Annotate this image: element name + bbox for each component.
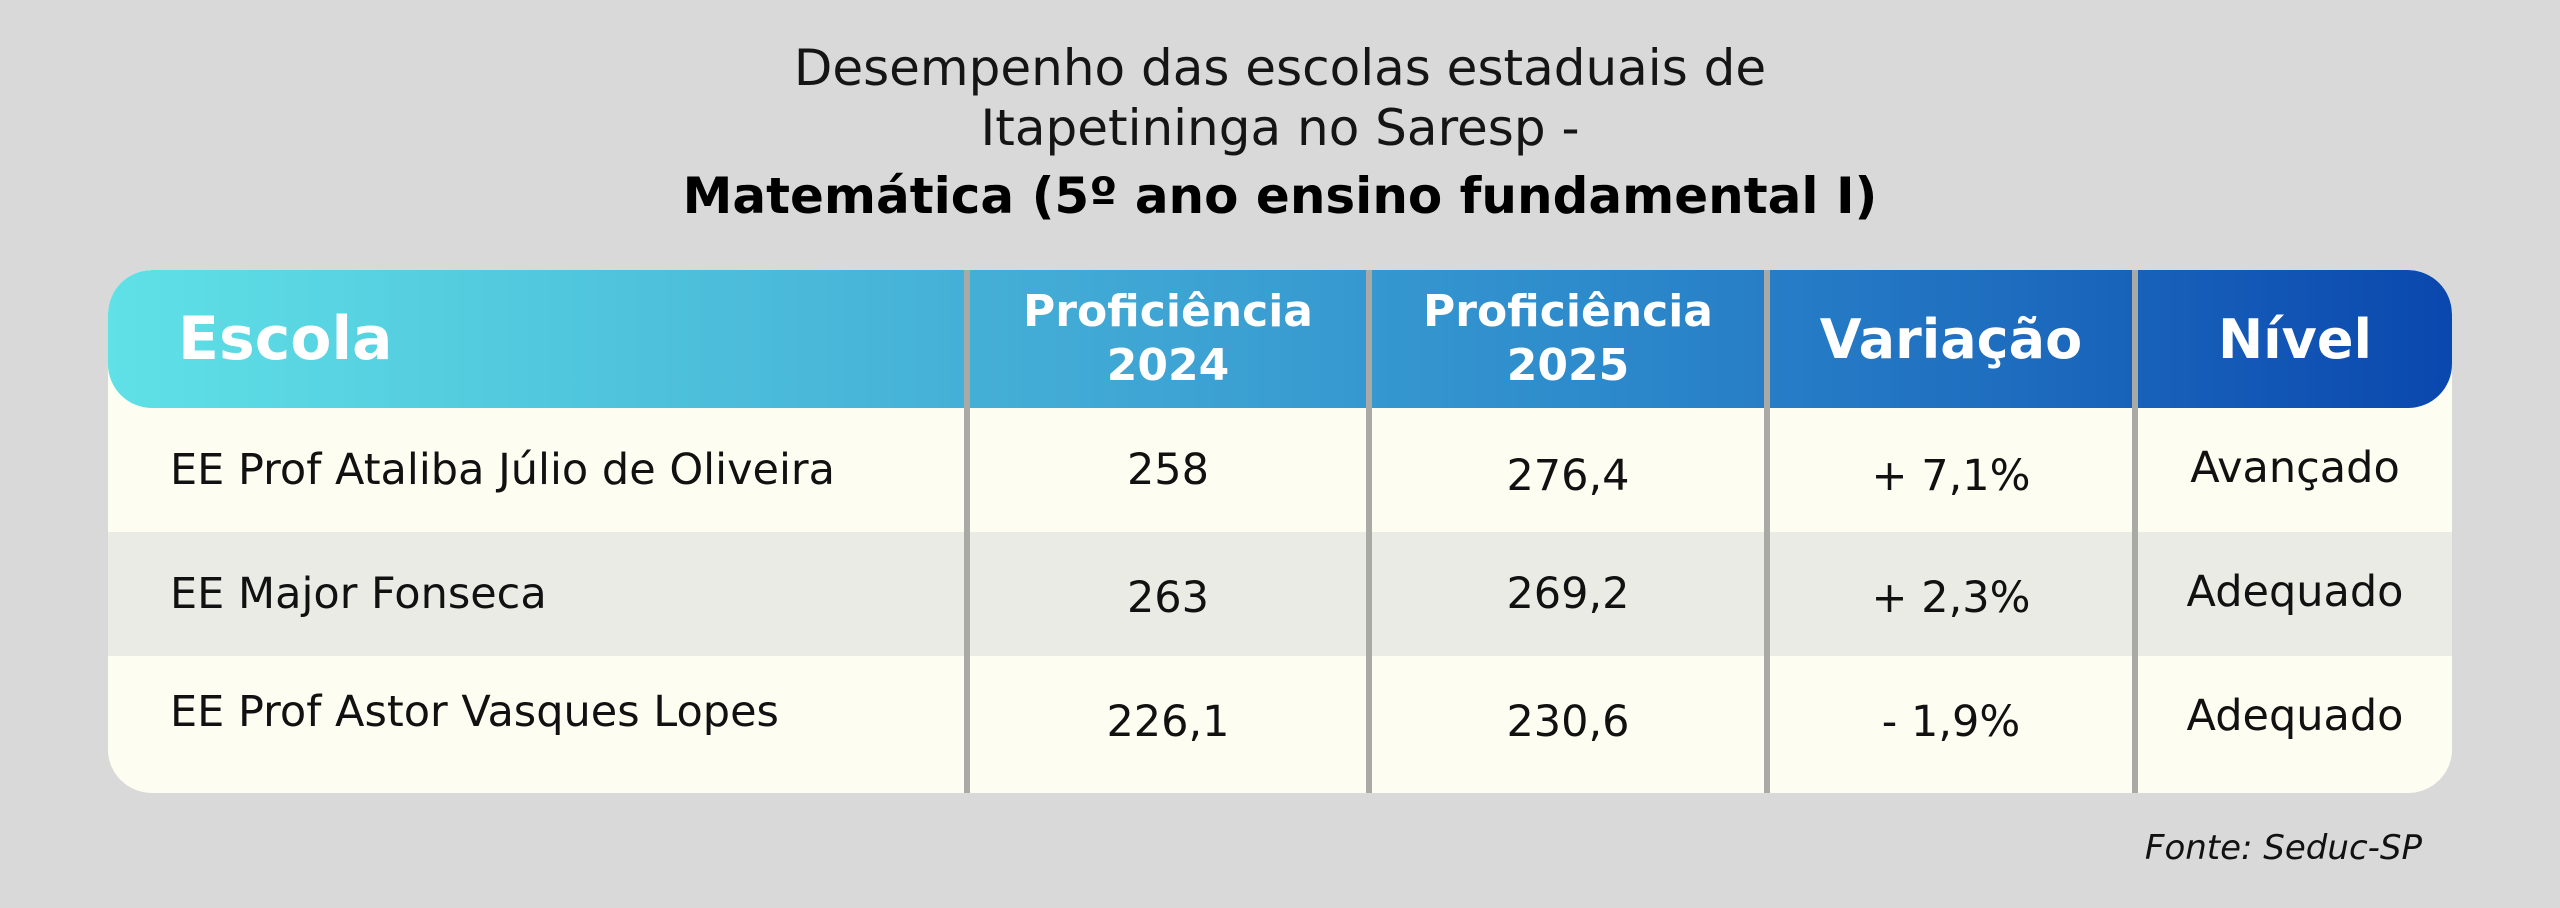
results-table: Escola Proficiência 2024 Proficiência 20… [108, 270, 2452, 793]
header-proficiencia-2025-label: Proficiência [1423, 286, 1713, 337]
table-row [108, 656, 2452, 780]
column-divider [1366, 270, 1372, 793]
header-nivel: Nível [2217, 307, 2373, 371]
cell-proficiencia-2025: 230,6 [1506, 697, 1630, 747]
column-divider [1764, 270, 1770, 793]
table-row [108, 408, 2452, 532]
cell-proficiencia-2024: 226,1 [1106, 697, 1230, 747]
title-line-2: Itapetininga no Saresp - [980, 99, 1580, 157]
title-line-3: Matemática (5º ano ensino fundamental I) [682, 167, 1878, 225]
cell-proficiencia-2024: 258 [1126, 445, 1210, 495]
column-divider [964, 270, 970, 793]
cell-escola: EE Major Fonseca [170, 569, 547, 619]
cell-variacao: + 7,1% [1871, 451, 2031, 501]
cell-variacao: - 1,9% [1881, 697, 2021, 747]
cell-nivel: Avançado [2190, 443, 2400, 493]
column-divider [2132, 270, 2138, 793]
chart-title: Desempenho das escolas estaduais de Itap… [0, 38, 2560, 228]
header-escola: Escola [178, 304, 393, 374]
source-note: Fonte: Seduc-SP [2144, 828, 2422, 868]
header-proficiencia-2025-year: 2025 [1506, 340, 1630, 391]
header-proficiencia-2024-label: Proficiência [1023, 286, 1313, 337]
cell-proficiencia-2024: 263 [1126, 573, 1210, 623]
cell-variacao: + 2,3% [1871, 573, 2031, 623]
cell-proficiencia-2025: 269,2 [1506, 569, 1630, 619]
cell-nivel: Adequado [2186, 567, 2404, 617]
cell-escola: EE Prof Astor Vasques Lopes [170, 687, 779, 737]
cell-proficiencia-2025: 276,4 [1506, 451, 1630, 501]
header-proficiencia-2024-year: 2024 [1106, 340, 1230, 391]
cell-escola: EE Prof Ataliba Júlio de Oliveira [170, 445, 835, 495]
cell-nivel: Adequado [2186, 691, 2404, 741]
table-header [108, 270, 2452, 408]
header-variacao: Variação [1819, 307, 2083, 371]
title-line-1: Desempenho das escolas estaduais de [793, 39, 1767, 97]
table-row [108, 532, 2452, 656]
header-proficiencia-2024: Proficiência 2024 [970, 270, 1366, 408]
header-proficiencia-2025: Proficiência 2025 [1372, 270, 1764, 408]
